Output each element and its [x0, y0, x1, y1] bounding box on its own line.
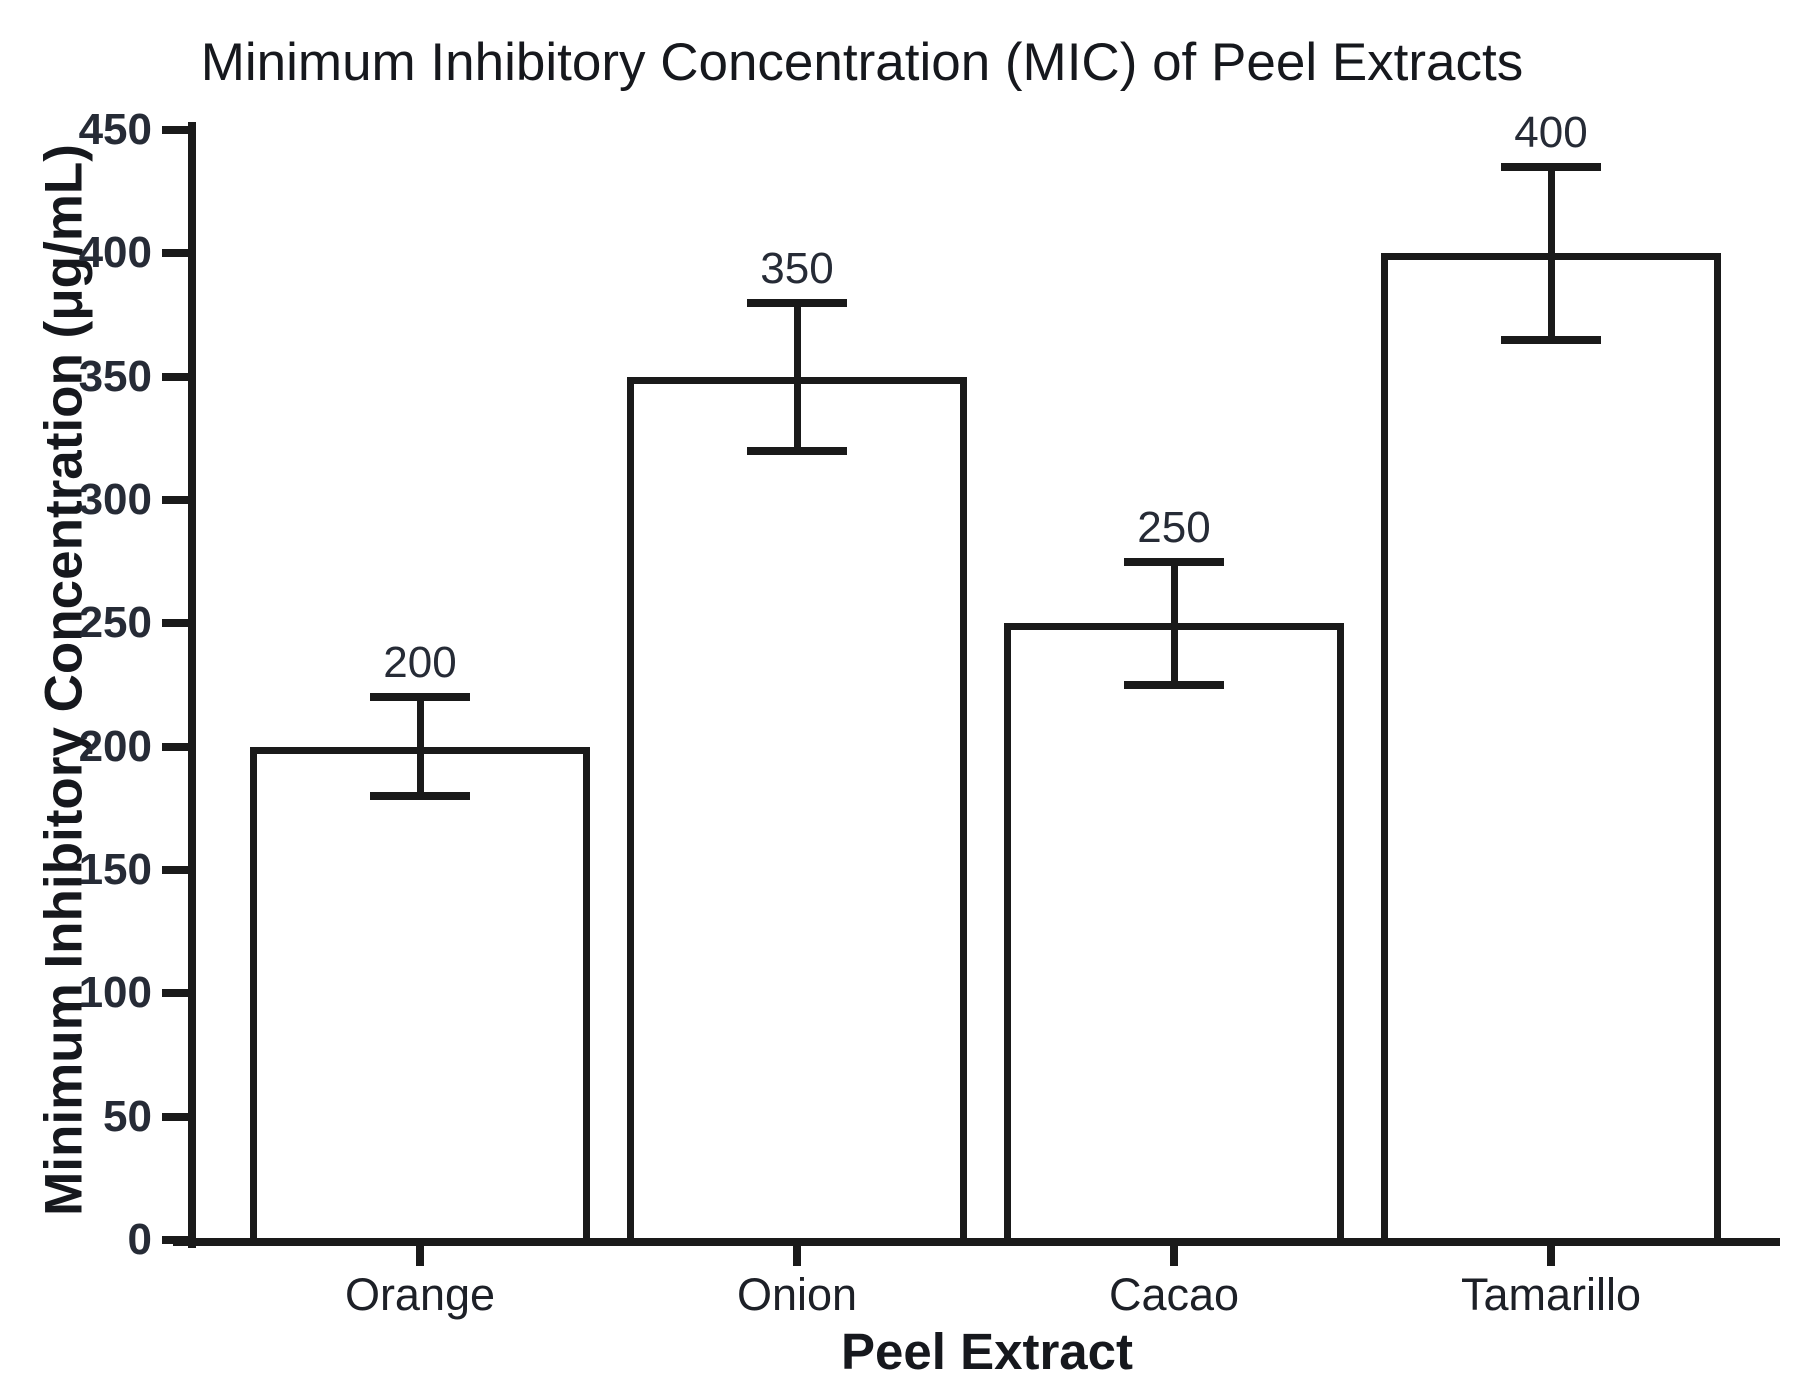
y-tick: [162, 1112, 188, 1121]
y-tick: [162, 1236, 188, 1244]
error-bar-cap-top: [370, 693, 470, 702]
y-tick: [162, 249, 188, 258]
x-axis-label: Peel Extract: [840, 1323, 1134, 1380]
bar-orange: [250, 746, 590, 1246]
y-axis-line: [188, 122, 196, 1248]
error-bar: [1547, 167, 1555, 340]
y-axis-label: Minimum Inhibitory Concentration (μg/mL): [34, 144, 94, 1216]
error-bar: [1170, 561, 1178, 685]
x-tick: [1547, 1246, 1555, 1266]
x-tick-label: Onion: [736, 1269, 858, 1320]
y-tick: [162, 619, 188, 628]
y-tick-label: 0: [127, 1215, 152, 1264]
bar-value-label: 400: [1514, 108, 1588, 157]
bar-value-label: 200: [383, 638, 457, 688]
x-tick-label: Tamarillo: [1460, 1269, 1642, 1320]
error-bar-cap-bottom: [1124, 681, 1224, 689]
error-bar-cap-top: [747, 298, 847, 307]
error-bar: [793, 302, 801, 451]
y-tick: [162, 989, 188, 998]
y-tick: [162, 372, 188, 381]
x-tick-label: Orange: [344, 1269, 496, 1320]
x-tick: [1170, 1246, 1178, 1266]
y-tick-label: 350: [78, 351, 152, 401]
bar-tamarillo: [1381, 253, 1721, 1246]
y-tick-label: 50: [103, 1091, 152, 1141]
y-tick: [162, 866, 188, 874]
bar-value-label: 250: [1137, 502, 1211, 552]
error-bar: [416, 697, 424, 796]
y-tick: [162, 742, 188, 751]
y-tick-label: 250: [78, 598, 152, 648]
error-bar-cap-bottom: [747, 446, 847, 455]
y-tick-label: 150: [78, 845, 152, 894]
bar-cacao: [1004, 623, 1344, 1246]
y-tick: [162, 126, 188, 134]
error-bar-cap-bottom: [1501, 335, 1601, 344]
error-bar-cap-top: [1124, 557, 1224, 566]
y-tick-label: 400: [78, 228, 152, 278]
error-bar-cap-top: [1501, 163, 1601, 171]
bar-onion: [627, 376, 967, 1246]
y-tick-label: 200: [78, 721, 152, 771]
x-tick-label: Cacao: [1108, 1269, 1240, 1320]
chart-title: Minimum Inhibitory Concentration (MIC) o…: [200, 33, 1524, 92]
y-tick-label: 450: [78, 105, 152, 154]
error-bar-cap-bottom: [370, 792, 470, 800]
x-tick: [416, 1246, 424, 1266]
x-axis-line: [173, 1238, 1780, 1246]
y-tick-label: 300: [78, 475, 152, 524]
y-tick: [162, 496, 188, 504]
x-tick: [793, 1246, 801, 1266]
y-tick-label: 100: [78, 968, 152, 1018]
bar-value-label: 350: [760, 243, 834, 293]
